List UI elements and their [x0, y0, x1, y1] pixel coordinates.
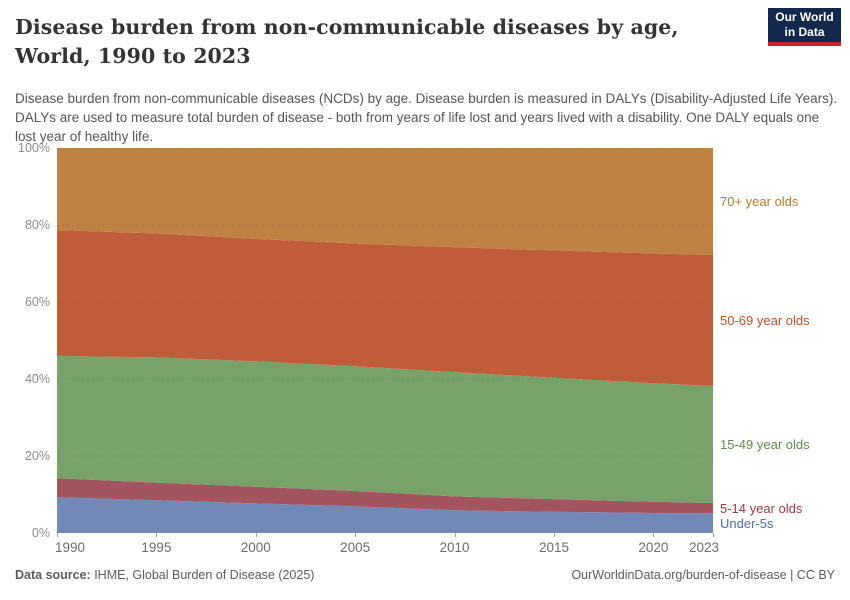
- x-axis-label-1995: 1995: [141, 540, 172, 555]
- x-axis-label-1990: 1990: [54, 540, 86, 555]
- x-axis-tick-1995: [156, 533, 158, 537]
- y-axis-label-100: 100%: [18, 141, 50, 155]
- x-axis-label-2010: 2010: [439, 540, 470, 555]
- area-15-49-year-olds[interactable]: [57, 355, 713, 503]
- x-axis-tick-2020: [653, 533, 655, 537]
- owid-logo-line1: Our World: [775, 10, 834, 24]
- x-axis-tick-2000: [255, 533, 257, 537]
- x-axis-tick-2015: [553, 533, 555, 537]
- data-source-value: IHME, Global Burden of Disease (2025): [90, 568, 315, 582]
- series-label-70-year-olds: 70+ year olds: [720, 194, 799, 209]
- owid-logo-line2: in Data: [784, 25, 825, 39]
- y-axis-label-40: 40%: [24, 372, 50, 386]
- series-label-50-69-year-olds: 50-69 year olds: [720, 312, 810, 328]
- x-axis-label-2000: 2000: [240, 540, 271, 555]
- x-axis-tick-2005: [355, 533, 357, 537]
- credit-note: OurWorldinData.org/burden-of-disease | C…: [571, 568, 835, 582]
- area-under-5s[interactable]: [57, 497, 713, 533]
- series-label-under-5s: Under-5s: [720, 515, 774, 531]
- x-axis-label-2005: 2005: [340, 540, 371, 555]
- x-axis-label-2015: 2015: [538, 540, 569, 555]
- y-axis-label-20: 20%: [24, 449, 50, 463]
- area-5-14-year-olds[interactable]: [57, 478, 713, 514]
- data-source-note: Data source: IHME, Global Burden of Dise…: [15, 568, 314, 582]
- plot-area: [57, 148, 713, 533]
- y-axis-label-60: 60%: [24, 295, 50, 309]
- chart-subtitle: Disease burden from non-communicable dis…: [15, 91, 838, 144]
- y-axis-label-0: 0%: [31, 526, 50, 540]
- series-label-15-49-year-olds: 15-49 year olds: [720, 436, 810, 452]
- series-label-5-14-year-olds: 5-14 year olds: [720, 500, 803, 516]
- x-axis-tick-1990: [57, 533, 58, 537]
- area-50-69-year-olds[interactable]: [57, 230, 713, 386]
- page-title: Disease burden from non-communicable dis…: [15, 15, 679, 69]
- owid-logo: Our World in Data: [768, 8, 841, 46]
- area-70-year-olds[interactable]: [57, 148, 713, 255]
- x-axis-label-2020: 2020: [638, 540, 669, 555]
- chart-footer: Data source: IHME, Global Burden of Dise…: [15, 568, 835, 582]
- x-axis-tick-2010: [454, 533, 456, 537]
- y-axis-label-80: 80%: [24, 218, 50, 232]
- x-axis-label-2023: 2023: [688, 540, 720, 555]
- data-source-label: Data source:: [15, 568, 91, 582]
- stacked-area-svg: [57, 148, 713, 533]
- x-axis-tick-2023: [713, 533, 714, 537]
